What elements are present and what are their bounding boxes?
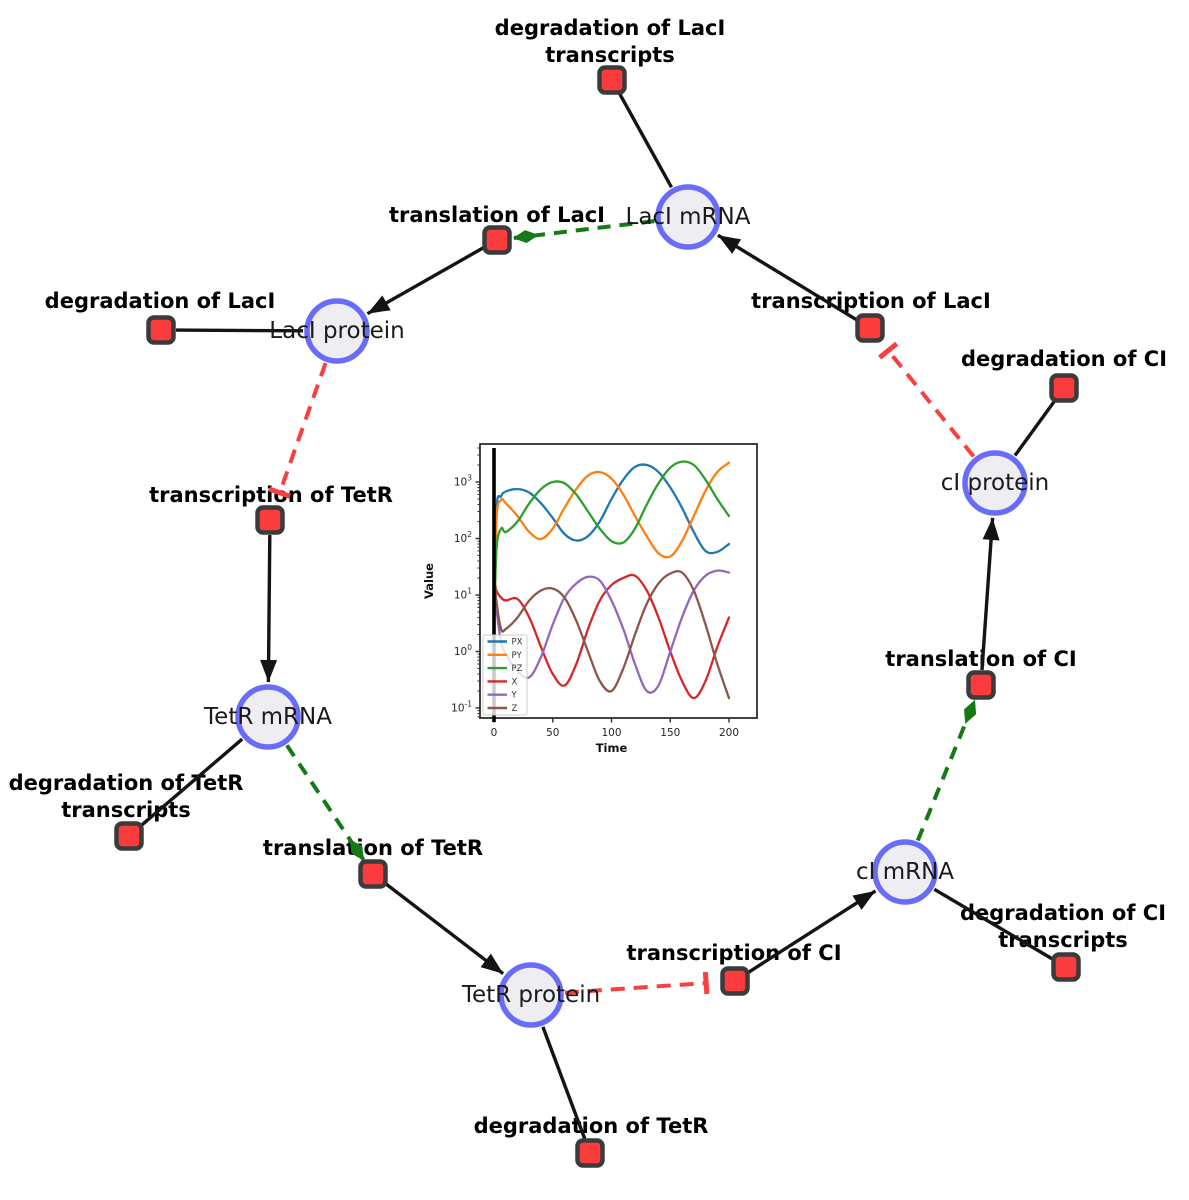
deg-laci-transcripts-label: degradation of LacI transcripts: [495, 16, 726, 67]
series-PY-line: [492, 461, 731, 643]
reaction-node-deg-laci: [146, 315, 176, 345]
plot-curves: [492, 460, 731, 700]
species-labels-layer: LacI mRNA LacI protein TetR mRNA TetR prote…: [203, 204, 1049, 1008]
edge-production-transcription-laci-to-laci-mrna: [717, 233, 859, 322]
x-tick-label-200: 200: [719, 727, 739, 739]
reaction-node-deg-tetr-transcripts: [114, 821, 144, 851]
edge-modifier-laci-mrna-to-translation-laci: [512, 219, 655, 244]
transcription-laci-label: transcription of LacI: [751, 289, 991, 313]
ci-protein-label: cI protein: [941, 470, 1050, 496]
x-axis-label: Time: [596, 741, 628, 755]
translation-laci-label: translation of LacI: [389, 203, 605, 227]
edge-consumption-laci-mrna-to-deg-laci-transcripts: [617, 92, 673, 189]
species-node-ci-mrna: [872, 839, 938, 905]
series-PX-line: [492, 463, 731, 643]
ci-mrna-label: cI mRNA: [856, 859, 954, 885]
deg-ci-transcripts-label: degradation of CI transcripts: [960, 901, 1166, 952]
y-axis-label: Value: [422, 563, 436, 599]
edge-production-translation-laci-to-laci-protein: [366, 245, 485, 316]
species-node-laci-protein: [304, 298, 370, 364]
series-X-line: [492, 573, 731, 700]
edge-consumption-tetr-mrna-to-deg-tetr-transcripts: [139, 737, 244, 828]
edge-consumption-ci-mrna-to-deg-ci-transcripts: [933, 887, 1054, 961]
edge-consumption-ci-protein-to-deg-ci: [1013, 399, 1057, 457]
transcription-ci-label: transcription of CI: [626, 941, 841, 965]
edge-production-translation-tetr-to-tetr-protein: [383, 881, 505, 976]
tetr-protein-label: TetR protein: [461, 982, 600, 1008]
reaction-node-translation-laci: [482, 225, 512, 255]
y-tick-label-1e3: 103: [454, 474, 472, 489]
series-Z-line: [492, 569, 731, 700]
transcription-tetr-label: transcription of TetR: [149, 483, 393, 507]
legend-label-PY: PY: [512, 651, 523, 661]
edge-modifier-tetr-mrna-to-translation-tetr: [285, 744, 366, 862]
legend-label-Z: Z: [512, 704, 518, 714]
y-tick-label-1e0: 100: [454, 643, 472, 658]
laci-mrna-label: LacI mRNA: [626, 204, 751, 230]
reaction-node-translation-ci: [966, 670, 996, 700]
edge-production-transcription-ci-to-ci-mrna: [746, 889, 877, 975]
legend-label-Y: Y: [511, 691, 518, 701]
x-tick-label-100: 100: [601, 727, 621, 739]
y-tick-label-1e-1: 10-1: [451, 700, 472, 715]
legend-label-PZ: PZ: [512, 664, 523, 674]
series-PZ-line: [492, 460, 731, 643]
legend-label-X: X: [512, 677, 518, 687]
tetr-mrna-label: TetR mRNA: [203, 704, 332, 730]
reaction-node-deg-ci: [1049, 373, 1079, 403]
edge-production-transcription-tetr-to-tetr-mrna: [260, 534, 278, 683]
reaction-node-deg-tetr: [575, 1138, 605, 1168]
legend-label-PX: PX: [512, 638, 523, 648]
reaction-node-transcription-ci: [720, 966, 750, 996]
reaction-node-deg-ci-transcripts: [1051, 952, 1081, 982]
edges-layer: [139, 92, 1057, 1140]
edge-modifier-ci-mrna-to-translation-ci: [915, 699, 977, 842]
deg-tetr-transcripts-label: degradation of TetR transcripts: [9, 771, 244, 822]
edge-production-translation-ci-to-ci-protein: [980, 517, 1000, 671]
nodes-layer: [114, 65, 1081, 1168]
edge-consumption-tetr-protein-to-deg-tetr: [541, 1026, 587, 1140]
reaction-labels-layer: degradation of LacI transcripts translatio…: [9, 16, 1167, 1138]
deg-laci-label: degradation of LacI: [45, 289, 276, 313]
y-tick-label-1e2: 102: [454, 530, 472, 545]
translation-tetr-label: translation of TetR: [263, 836, 483, 860]
reaction-node-transcription-laci: [855, 313, 885, 343]
embedded-timeseries-plot: 10-1 100 101 102 103 0 50 100 150 200 Time Value PX P…: [422, 443, 758, 755]
species-node-tetr-protein: [498, 962, 564, 1028]
edge-inhibition-tetr-protein-to-transcription-ci: [564, 971, 710, 995]
deg-tetr-label: degradation of TetR: [474, 1114, 709, 1138]
x-tick-label-50: 50: [546, 727, 559, 739]
species-node-laci-mrna: [655, 184, 721, 250]
edge-inhibition-laci-protein-to-transcription-tetr: [268, 362, 328, 499]
x-tick-label-150: 150: [660, 727, 680, 739]
reaction-node-deg-laci-transcripts: [597, 65, 627, 95]
laci-protein-label: LacI protein: [269, 318, 404, 344]
y-tick-label-1e1: 101: [454, 587, 472, 602]
reaction-node-transcription-tetr: [255, 505, 285, 535]
deg-ci-label: degradation of CI: [961, 347, 1167, 371]
x-tick-label-0: 0: [491, 727, 498, 739]
edge-consumption-laci-protein-to-deg-laci: [175, 328, 304, 333]
species-node-ci-protein: [962, 450, 1028, 516]
species-node-tetr-mrna: [235, 684, 301, 750]
reaction-node-translation-tetr: [358, 859, 388, 889]
